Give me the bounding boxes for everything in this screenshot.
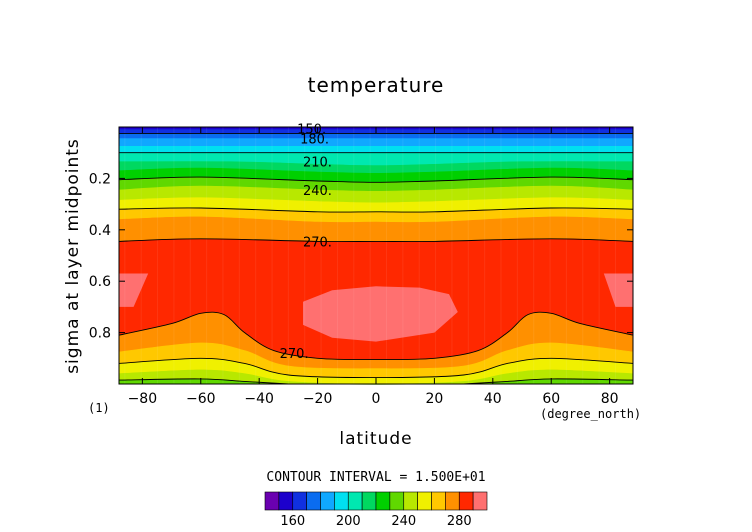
colorbar-swatch [375,491,391,511]
colorbar-swatch [347,491,363,511]
plot-area [118,126,634,385]
colorbar-tick-label: 280 [447,514,472,529]
colorbar-swatch [278,491,294,511]
y-tick-label: 0.8 [89,326,111,342]
contour-line [463,378,634,385]
contour-line [118,207,634,213]
x-tick-label: 0 [372,391,381,407]
y-tick-label: 0.4 [89,223,111,239]
colorbar-tick-label: 200 [336,514,361,529]
contour-band [118,145,634,154]
chart-title: temperature [308,73,445,97]
colorbar-tick-label: 160 [280,514,305,529]
x-tick-label: 20 [425,391,443,407]
contour-band [118,133,634,139]
x-tick-label: −40 [244,391,274,407]
x-tick-label: −20 [303,391,333,407]
y-tick-label: 0.2 [89,171,111,187]
x-unit-label: (degree_north) [540,407,641,421]
colorbar: 160 200 240 280 [264,491,488,529]
y-axis-ticks: 0.2 0.4 0.6 0.8 [89,171,633,342]
colorbar-tick-label: 240 [391,514,416,529]
x-tick-label: −60 [186,391,216,407]
contour-lines [118,132,634,385]
colorbar-swatch [417,491,432,511]
colorbar-swatch [403,491,418,511]
x-tick-label: 80 [601,391,619,407]
x-tick-label: −80 [128,391,158,407]
colorbar-swatch [306,491,321,511]
contour-label: 150. [297,122,326,137]
contour-label: 270. [280,347,309,362]
x-tick-label: 40 [484,391,502,407]
x-tick-label: 60 [542,391,560,407]
colorbar-swatch [458,491,474,511]
colorbar-swatch [292,491,307,511]
contour-line [118,238,634,243]
frame-label: (1) [88,401,110,415]
x-axis-ticks: −80 −60 −40 −20 0 20 40 60 80 [128,127,619,407]
colorbar-swatch [431,491,446,511]
colorbar-swatch [320,491,335,511]
colorbar-swatch [361,491,377,511]
contour-label: 180. [300,133,329,148]
contour-labels: 150.180. 210. 240. 270. 270. [280,122,332,362]
colorbar-swatch [389,491,405,511]
contour-interval-text: CONTOUR INTERVAL = 1.500E+01 [266,470,485,485]
y-axis-title: sigma at layer midpoints [63,138,83,374]
y-tick-label: 0.6 [89,274,111,290]
x-axis-title: latitude [339,429,412,449]
warm-core-region [603,273,633,307]
colorbar-swatch [264,491,280,511]
contour-line [118,378,289,385]
colorbar-swatch [334,491,349,511]
contour-line [118,176,634,183]
colorbar-swatch [445,491,460,511]
colorbar-swatch [472,491,488,511]
contour-label: 210. [303,156,332,171]
contour-label: 240. [303,184,332,199]
warm-core-region [303,286,458,342]
contour-band [118,138,634,147]
warm-core-region [119,273,149,307]
contour-line [118,357,634,379]
contour-label: 270. [303,235,332,250]
contour-line [118,311,634,361]
